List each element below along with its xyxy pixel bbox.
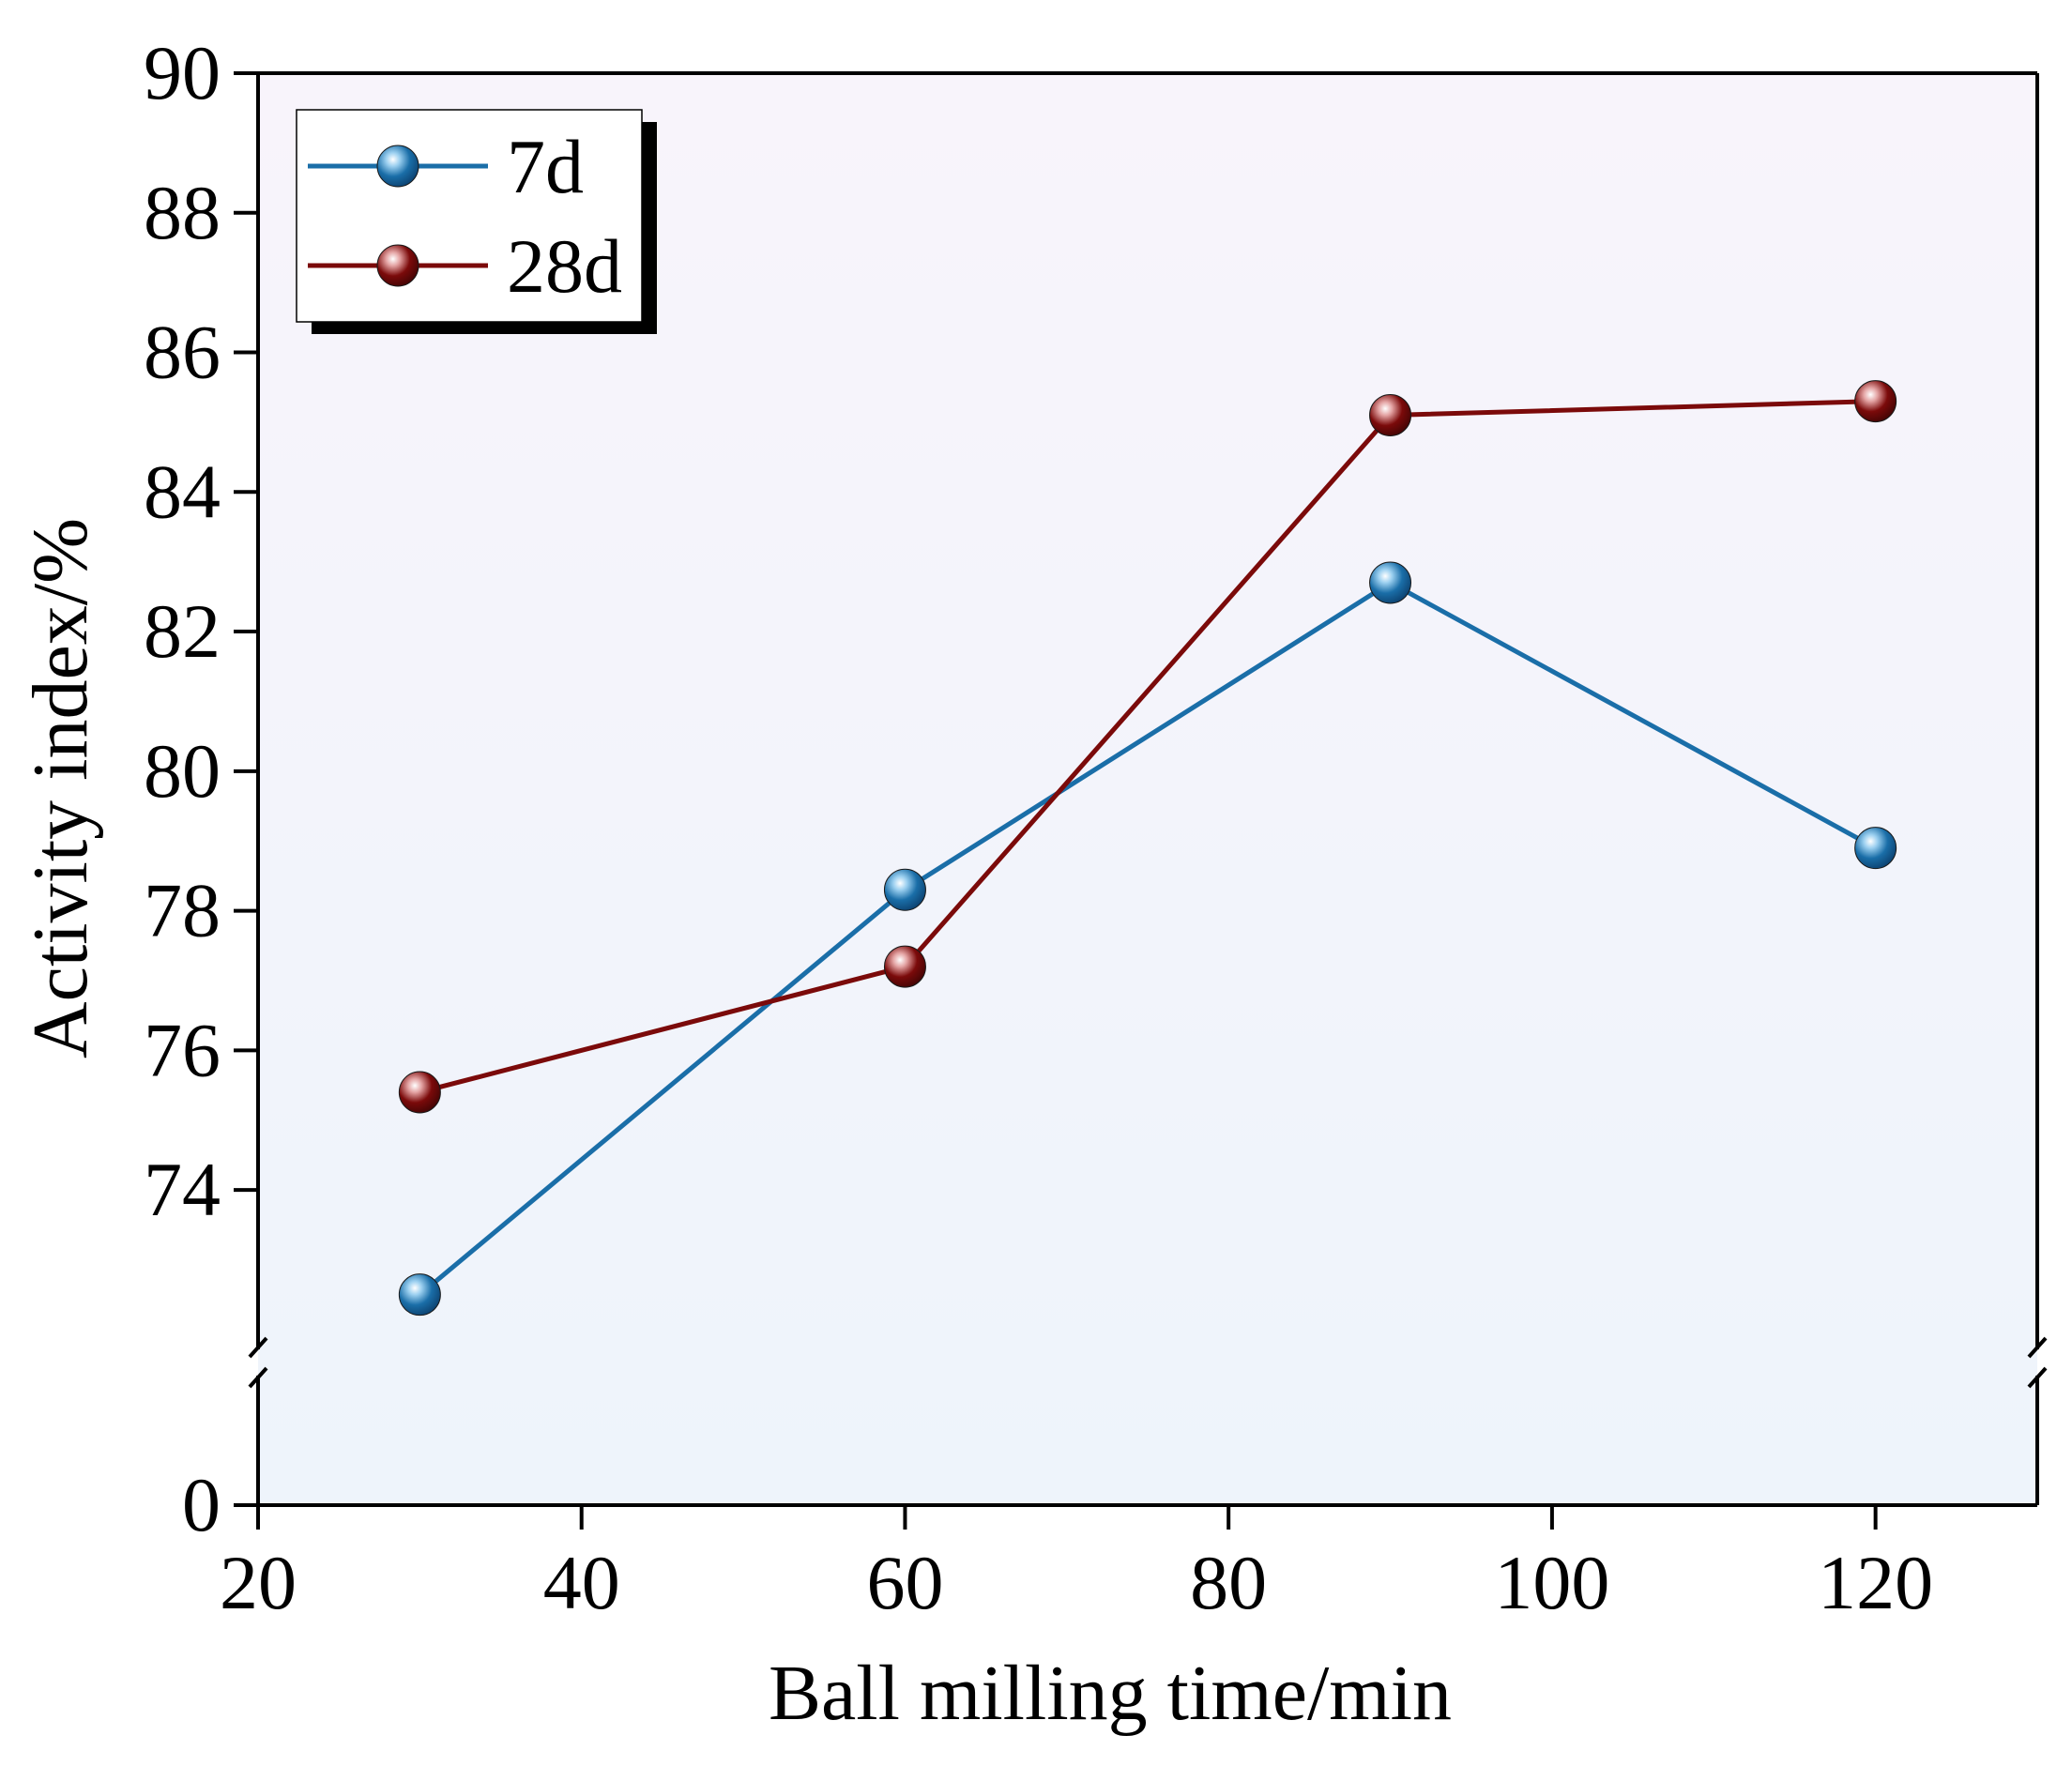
y-tick-label: 80 [144,728,221,814]
y-tick-label: 84 [144,449,221,534]
series-line-28d [419,399,1876,1095]
y-tick-label: 86 [144,310,221,395]
y-tick-label: 82 [144,588,221,674]
data-point-28d-x30 [398,1071,441,1114]
legend-marker-28d [376,244,419,287]
x-tick-label: 40 [543,1540,620,1625]
y-tick-label: 88 [144,170,221,255]
axis-break-mark [248,1336,268,1359]
axis-break-mark [2027,1366,2048,1389]
legend-label-28d: 28d [507,223,622,309]
x-tick-label: 120 [1818,1540,1933,1625]
x-tick-label: 20 [220,1540,297,1625]
data-point-7d-x30 [398,1273,441,1317]
x-tick-label: 60 [866,1540,943,1625]
data-point-28d-x60 [883,945,926,988]
legend-marker-7d [376,145,419,188]
data-point-7d-x90 [1369,561,1412,604]
axis-break-mark [2027,1336,2048,1359]
y-axis-title: Activity index/% [17,518,104,1058]
legend-label-7d: 7d [507,124,584,209]
data-point-7d-x120 [1854,827,1897,870]
data-point-28d-x90 [1369,393,1412,436]
x-tick-label: 80 [1190,1540,1267,1625]
y-tick-label: 90 [144,30,221,115]
data-point-28d-x120 [1854,380,1897,423]
y-tick-label: 74 [144,1147,221,1232]
data-point-7d-x60 [883,868,926,911]
x-axis-title: Ball milling time/min [769,1650,1452,1737]
axis-break-mark [248,1366,268,1389]
y-tick-label: 76 [144,1007,221,1092]
y-tick-label: 78 [144,868,221,953]
series-line-7d [418,580,1877,1297]
legend-box [296,109,643,323]
y-tick-label: 0 [182,1462,221,1547]
x-tick-label: 100 [1494,1540,1609,1625]
